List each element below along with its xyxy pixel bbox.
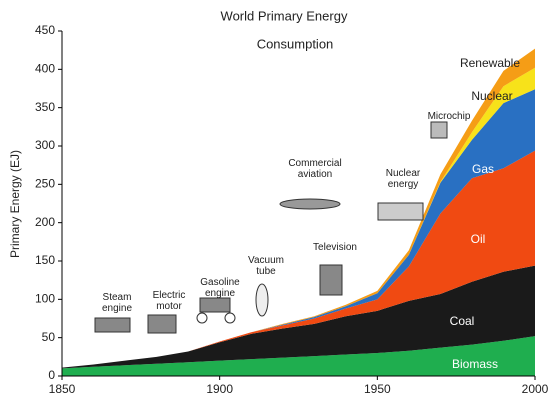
x-tick-label: 1850 <box>49 382 76 396</box>
series-label: Renewable <box>460 56 520 70</box>
series-label: Biomass <box>452 357 498 371</box>
annotation: Nuclear energy <box>385 168 421 190</box>
y-tick-label: 50 <box>42 330 56 344</box>
series-label: Oil <box>471 232 486 246</box>
annotation: Microchip <box>427 111 471 122</box>
icon-television <box>319 264 343 296</box>
y-tick-label: 100 <box>35 292 55 306</box>
icon-car-wheel <box>196 312 208 324</box>
icon-vacuum-tube <box>255 283 269 317</box>
x-tick-label: 2000 <box>522 382 549 396</box>
icons <box>94 121 448 334</box>
annotation: Gasoline engine <box>200 277 240 299</box>
annotation: Vacuum tube <box>248 255 284 277</box>
icon-microchip <box>430 121 448 139</box>
chart-subtitle: Consumption <box>257 36 334 51</box>
x-tick-label: 1950 <box>364 382 391 396</box>
y-tick-label: 400 <box>35 62 55 76</box>
icon-car <box>199 297 231 313</box>
y-axis-label: Primary Energy (EJ) <box>8 150 22 258</box>
y-tick-label: 300 <box>35 138 55 152</box>
y-tick-label: 450 <box>35 23 55 37</box>
series-label: Nuclear <box>471 89 512 103</box>
icon-steam-engine <box>94 317 131 333</box>
areas <box>62 48 535 376</box>
y-tick-label: 0 <box>48 368 55 382</box>
x-tick-label: 1900 <box>206 382 233 396</box>
series-label: Gas <box>472 162 494 176</box>
y-tick-label: 150 <box>35 253 55 267</box>
chart-title: World Primary Energy <box>221 8 348 23</box>
area <box>62 336 535 376</box>
annotation: Electric motor <box>152 290 186 312</box>
area <box>62 265 535 369</box>
icon-car-wheel <box>224 312 236 324</box>
annotation: Steam engine <box>101 292 133 314</box>
series-label: Coal <box>450 314 475 328</box>
annotation: Commercial aviation <box>288 158 342 180</box>
icon-airplane <box>279 198 341 210</box>
annotation: Television <box>313 242 357 253</box>
icon-electric-motor <box>147 314 177 334</box>
icon-nuclear-plant <box>377 202 424 221</box>
y-tick-label: 250 <box>35 177 55 191</box>
y-tick-label: 200 <box>35 215 55 229</box>
y-tick-label: 350 <box>35 100 55 114</box>
area <box>62 150 535 368</box>
